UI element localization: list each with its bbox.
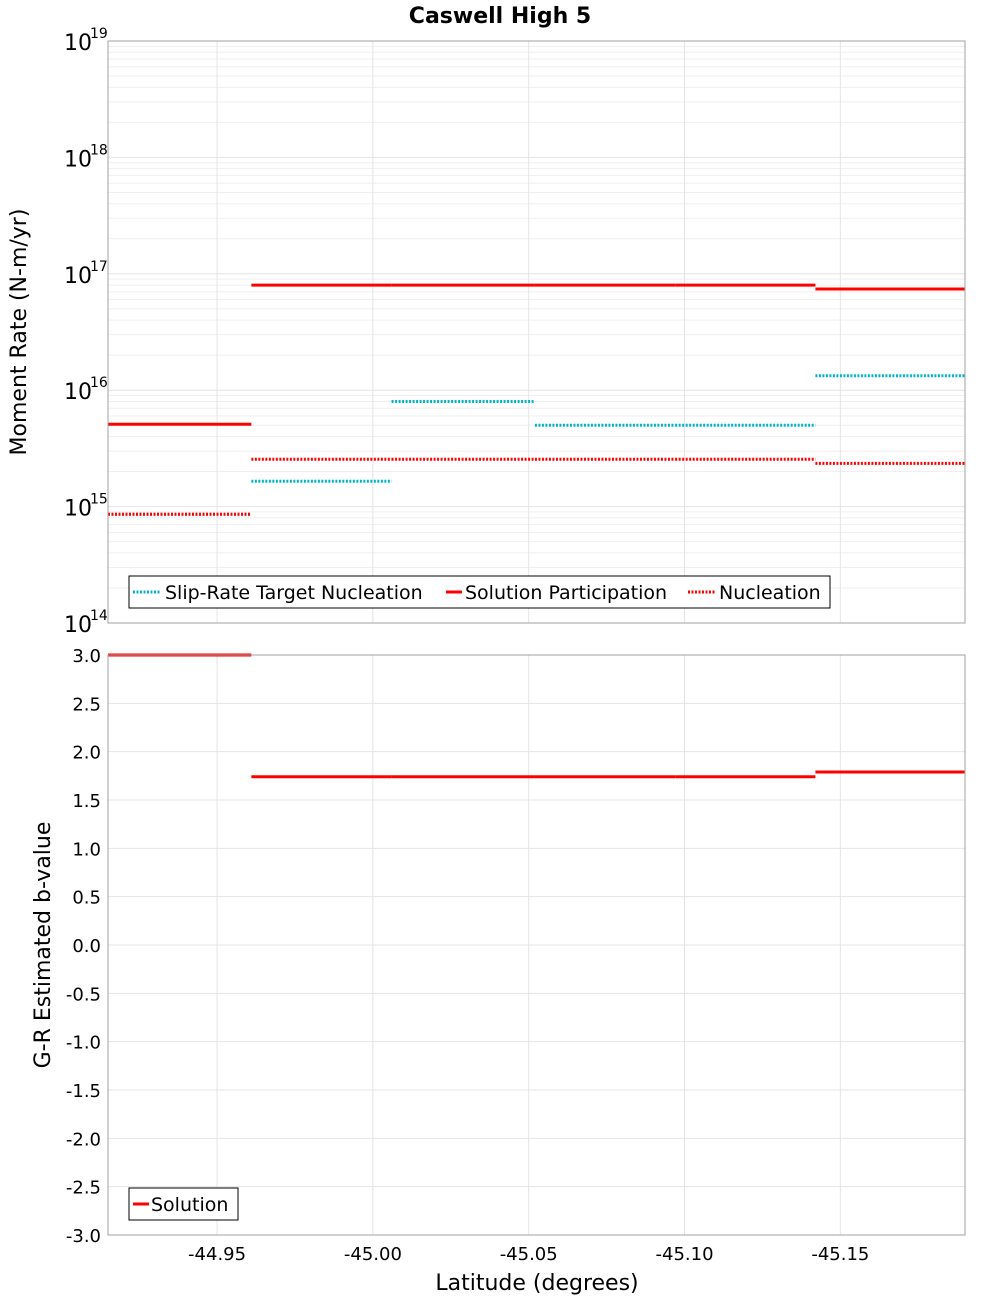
- bottom-y-tick-label: 1.0: [72, 839, 101, 860]
- x-tick-label: -45.10: [656, 1244, 714, 1265]
- top-y-tick-base: 10: [64, 613, 92, 638]
- legend-label-slip-rate: Slip-Rate Target Nucleation: [165, 582, 423, 604]
- bottom-y-tick-label: 0.5: [72, 888, 101, 909]
- top-plot-frame: [107, 40, 966, 624]
- top-y-tick-base: 10: [64, 147, 92, 172]
- legend-label-nucleation: Nucleation: [719, 582, 821, 604]
- bottom-plot-grid: [108, 654, 965, 1236]
- bottom-legend: Solution: [128, 1187, 239, 1221]
- top-y-tick-base: 10: [64, 31, 92, 56]
- bottom-y-tick-labels: 3.0 2.5 2.0 1.5 1.0 0.5 0.0 -0.5 -1.0 -1.5 -2.0 -2.…: [66, 646, 101, 1247]
- bottom-y-tick-label: -0.5: [66, 984, 101, 1005]
- top-y-tick-exponent: 14: [90, 608, 108, 624]
- x-axis-label: Latitude (degrees): [435, 1271, 638, 1296]
- bottom-y-tick-label: 2.5: [72, 694, 101, 715]
- top-y-tick-base: 10: [64, 380, 92, 405]
- chart-title: Caswell High 5: [409, 4, 591, 29]
- top-y-tick-exponent: 17: [90, 259, 108, 275]
- bottom-y-tick-label: 0.0: [72, 936, 101, 957]
- legend-label-participation: Solution Participation: [465, 582, 667, 604]
- top-plot-grid: [108, 41, 965, 624]
- top-y-tick-exponent: 19: [90, 26, 108, 42]
- legend-label-solution: Solution: [151, 1194, 228, 1216]
- top-y-axis-label: Moment Rate (N-m/yr): [7, 209, 32, 456]
- bottom-y-tick-label: -2.0: [66, 1129, 101, 1150]
- bottom-plot-frame: [107, 654, 966, 1236]
- top-plot-series: [108, 283, 965, 516]
- bottom-plot-series: [108, 653, 965, 779]
- top-y-tick-exponent: 16: [90, 375, 108, 391]
- x-tick-labels: -44.95 -45.00 -45.05 -45.10 -45.15: [188, 1244, 869, 1265]
- bottom-y-tick-label: -3.0: [66, 1226, 101, 1247]
- top-y-tick-base: 10: [64, 264, 92, 289]
- top-legend: Slip-Rate Target Nucleation Solution Par…: [128, 575, 831, 609]
- x-tick-label: -45.00: [344, 1244, 402, 1265]
- x-tick-label: -44.95: [188, 1244, 246, 1265]
- bottom-y-axis-label: G-R Estimated b-value: [31, 822, 56, 1069]
- top-y-tick-base: 10: [64, 497, 92, 522]
- x-tick-label: -45.15: [811, 1244, 869, 1265]
- bottom-y-tick-label: 1.5: [72, 791, 101, 812]
- top-y-tick-exponent: 18: [90, 142, 108, 158]
- bottom-y-tick-label: 3.0: [72, 646, 101, 667]
- bottom-y-tick-label: -2.5: [66, 1178, 101, 1199]
- top-y-tick-exponent: 15: [90, 492, 108, 508]
- bottom-y-tick-label: -1.5: [66, 1081, 101, 1102]
- bottom-y-tick-label: 2.0: [72, 743, 101, 764]
- x-tick-label: -45.05: [500, 1244, 558, 1265]
- bottom-y-tick-label: -1.0: [66, 1033, 101, 1054]
